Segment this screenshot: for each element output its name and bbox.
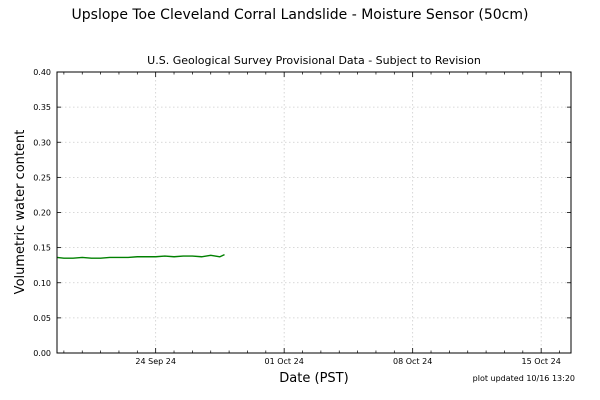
- chart-title: Upslope Toe Cleveland Corral Landslide -…: [72, 7, 529, 23]
- y-tick-label: 0.30: [33, 138, 51, 147]
- y-tick-label: 0.40: [33, 68, 51, 77]
- y-tick-labels: 0.00 0.05 0.10 0.15 0.20 0.25 0.30 0.35 0.40: [33, 68, 51, 358]
- x-tick-labels: 24 Sep 24 01 Oct 24 08 Oct 24 15 Oct 24: [135, 357, 560, 366]
- x-axis-label: Date (PST): [279, 371, 348, 386]
- chart-subtitle: U.S. Geological Survey Provisional Data …: [147, 54, 481, 67]
- y-tick-label: 0.20: [33, 209, 51, 218]
- series-layer: [56, 254, 225, 259]
- x-tick-label: 08 Oct 24: [393, 357, 432, 366]
- moisture-series-line: [56, 254, 225, 259]
- x-tick-label: 15 Oct 24: [522, 357, 561, 366]
- y-tick-label: 0.25: [33, 173, 51, 182]
- y-tick-label: 0.10: [33, 279, 51, 288]
- grid-layer: [57, 72, 571, 353]
- x-tick-label: 24 Sep 24: [135, 357, 176, 366]
- plot-updated-note: plot updated 10/16 13:20: [473, 374, 575, 383]
- x-tick-label: 01 Oct 24: [265, 357, 304, 366]
- ticks-layer: [57, 71, 571, 354]
- y-tick-label: 0.05: [33, 314, 51, 323]
- y-tick-label: 0.35: [33, 103, 51, 112]
- y-axis-label: Volumetric water content: [13, 130, 28, 295]
- y-tick-label: 0.00: [33, 349, 51, 358]
- y-tick-label: 0.15: [33, 244, 51, 253]
